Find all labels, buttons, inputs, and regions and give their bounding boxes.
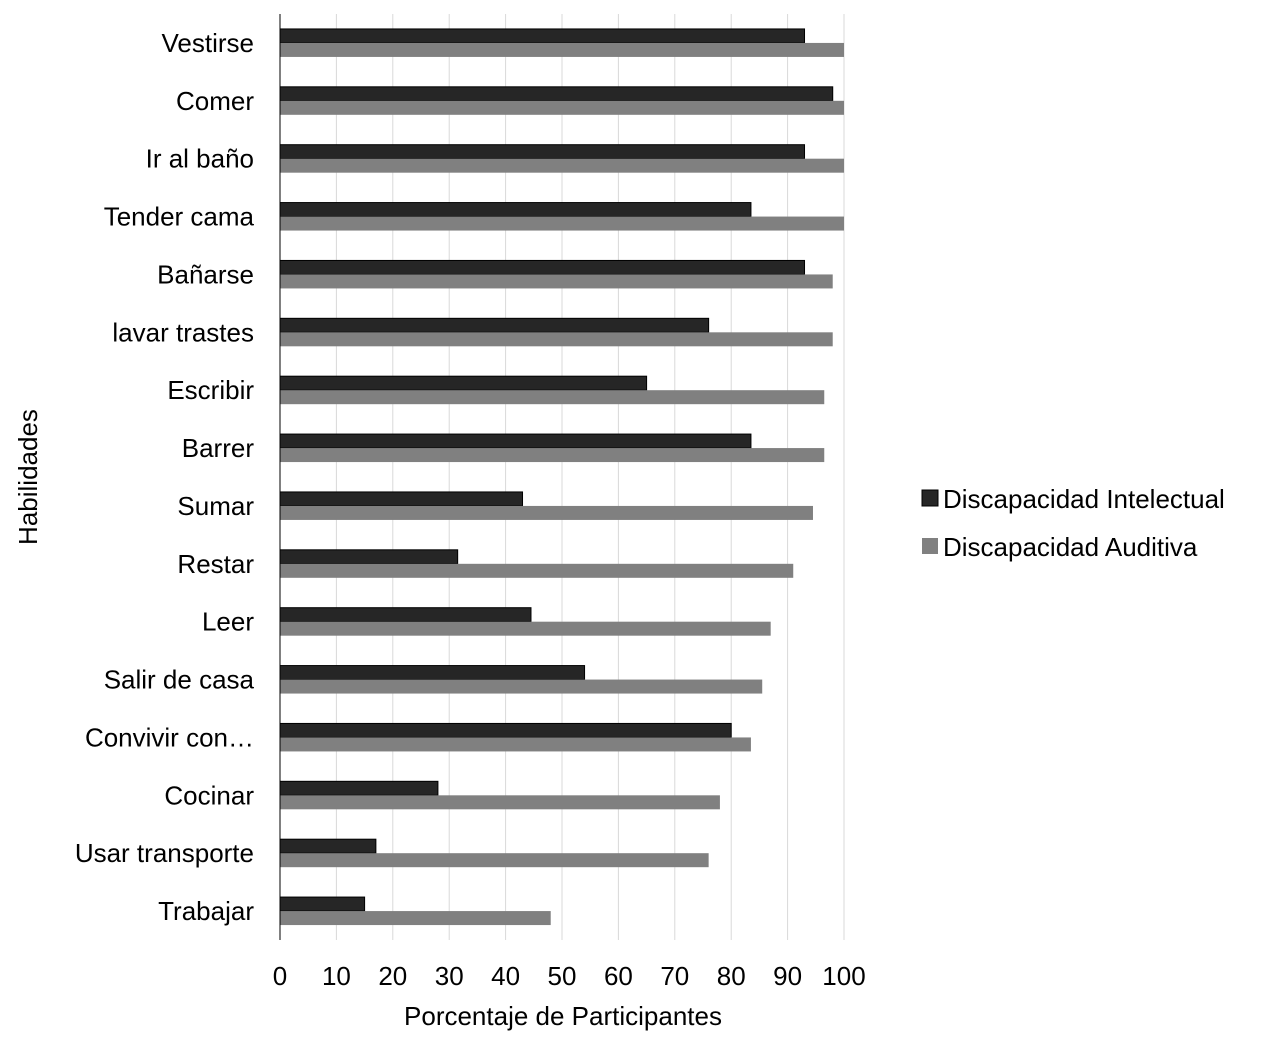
bar-intelectual — [279, 259, 806, 275]
bar-intelectual — [279, 433, 752, 449]
x-tick-label: 40 — [491, 961, 520, 991]
legend-swatch — [921, 489, 939, 507]
x-tick-label: 50 — [548, 961, 577, 991]
bar-intelectual — [279, 780, 439, 796]
category-label: Barrer — [182, 433, 255, 463]
category-label: Salir de casa — [104, 665, 255, 695]
bars — [279, 28, 844, 926]
x-tick-label: 100 — [822, 961, 865, 991]
bar-auditiva — [280, 100, 844, 115]
bar-intelectual — [279, 375, 648, 391]
x-tick-label: 80 — [717, 961, 746, 991]
category-label: Tender cama — [104, 202, 255, 232]
bar-intelectual — [279, 28, 806, 44]
category-label: Usar transporte — [75, 838, 254, 868]
x-tick-label: 30 — [435, 961, 464, 991]
bar-intelectual — [279, 665, 586, 681]
bar-auditiva — [280, 332, 833, 347]
bar-intelectual — [279, 144, 806, 160]
legend: Discapacidad Intelectual Discapacidad Aud… — [921, 484, 1225, 562]
x-tick-label: 10 — [322, 961, 351, 991]
legend-label: Discapacidad Intelectual — [943, 484, 1225, 514]
bar-intelectual — [279, 722, 732, 738]
category-label: lavar trastes — [112, 317, 254, 347]
bar-auditiva — [280, 390, 825, 405]
bar-intelectual — [279, 317, 710, 333]
category-label: Comer — [176, 86, 254, 116]
bar-auditiva — [280, 621, 771, 636]
category-label: Bañarse — [157, 259, 254, 289]
x-tick-label: 60 — [604, 961, 633, 991]
x-tick-label: 70 — [660, 961, 689, 991]
category-label: Escribir — [167, 375, 254, 405]
bar-intelectual — [279, 86, 834, 102]
x-tick-label: 0 — [273, 961, 287, 991]
category-label: Ir al baño — [146, 144, 254, 174]
bar-intelectual — [279, 896, 366, 912]
bar-auditiva — [280, 158, 844, 173]
bar-intelectual — [279, 491, 524, 507]
category-label: Convivir con… — [85, 722, 254, 752]
bar-auditiva — [280, 911, 551, 926]
x-tick-label: 90 — [773, 961, 802, 991]
bar-auditiva — [280, 274, 833, 289]
category-labels: Vestirse Comer Ir al baño Tender cama Bañars… — [75, 28, 255, 926]
bar-auditiva — [280, 679, 763, 694]
bar-auditiva — [280, 853, 709, 868]
bar-auditiva — [280, 795, 720, 810]
bar-auditiva — [280, 737, 751, 752]
x-tick-labels: 0 10 20 30 40 50 60 70 80 90 100 — [273, 961, 866, 991]
category-label: Trabajar — [158, 896, 254, 926]
bar-auditiva — [280, 563, 794, 578]
legend-swatch — [922, 538, 938, 554]
bar-intelectual — [279, 549, 459, 565]
x-tick-label: 20 — [378, 961, 407, 991]
bar-auditiva — [280, 505, 813, 520]
category-label: Sumar — [177, 491, 254, 521]
x-axis-title: Porcentaje de Participantes — [404, 1001, 722, 1031]
category-label: Cocinar — [164, 780, 254, 810]
legend-label: Discapacidad Auditiva — [943, 532, 1198, 562]
bar-auditiva — [280, 216, 844, 231]
bar-auditiva — [280, 448, 825, 463]
bar-intelectual — [279, 202, 752, 218]
y-axis-title: Habilidades — [13, 409, 43, 545]
bar-intelectual — [279, 838, 377, 854]
bar-auditiva — [280, 42, 844, 57]
category-label: Leer — [202, 607, 254, 637]
bar-intelectual — [279, 607, 532, 623]
category-label: Vestirse — [162, 28, 255, 58]
category-label: Restar — [177, 549, 254, 579]
